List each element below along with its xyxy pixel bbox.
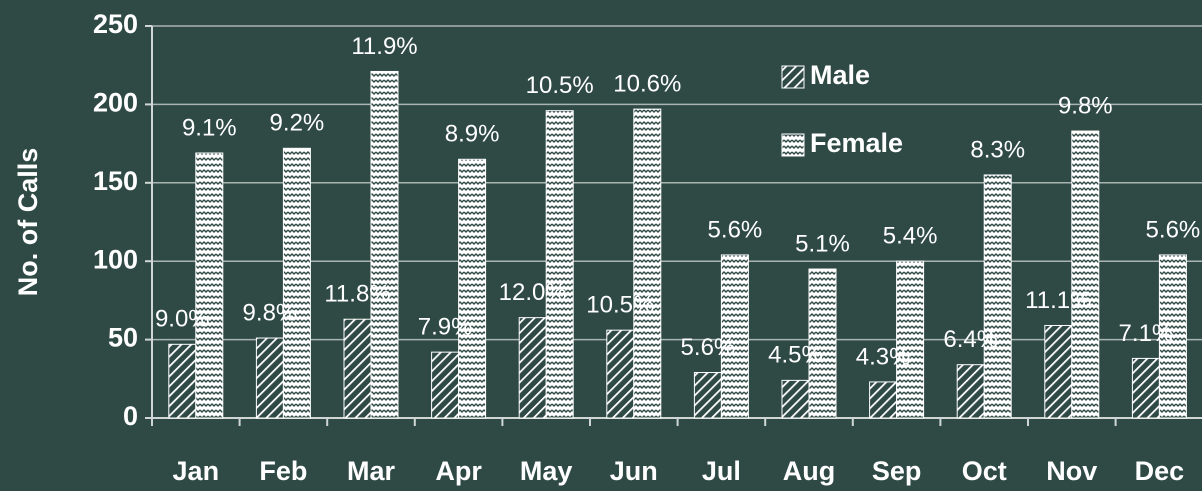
data-label: 10.5% <box>586 292 654 319</box>
data-label: 12.0% <box>499 279 567 306</box>
data-label: 5.1% <box>795 230 850 257</box>
data-label: 4.3% <box>856 343 911 370</box>
legend-label: Male <box>810 60 870 90</box>
bar <box>1131 357 1160 419</box>
y-tick-label: 150 <box>93 166 138 196</box>
bar <box>956 364 985 419</box>
data-label: 11.8% <box>324 281 390 308</box>
data-label: 8.3% <box>970 136 1025 163</box>
data-label: 5.6% <box>708 216 763 243</box>
y-tick-label: 50 <box>108 323 138 353</box>
data-label: 9.8% <box>1058 92 1113 119</box>
bar <box>255 337 284 419</box>
x-tick-label: Jun <box>610 456 658 486</box>
x-tick-label: Apr <box>435 456 482 486</box>
x-tick-label: Nov <box>1046 456 1097 486</box>
bar <box>693 372 722 419</box>
bar <box>370 70 399 419</box>
data-label: 9.8% <box>243 299 298 326</box>
bar <box>458 158 487 419</box>
data-label: 11.9% <box>351 33 417 60</box>
bar <box>343 318 372 419</box>
data-label: 8.9% <box>445 121 500 148</box>
bar <box>869 381 898 419</box>
data-label: 5.4% <box>883 223 938 250</box>
y-tick-label: 200 <box>93 88 138 118</box>
y-axis-label: No. of Calls <box>13 148 43 297</box>
x-tick-label: Feb <box>259 456 307 486</box>
x-tick-label: May <box>520 456 573 486</box>
data-label: 5.6% <box>1146 216 1201 243</box>
legend-swatch <box>781 133 805 157</box>
bar <box>1158 254 1187 419</box>
y-tick-label: 0 <box>123 401 138 431</box>
y-tick-label: 250 <box>93 9 138 39</box>
x-tick-label: Jan <box>173 456 220 486</box>
x-tick-label: Dec <box>1135 456 1185 486</box>
bar <box>808 268 837 419</box>
data-label: 10.5% <box>526 72 594 99</box>
bar <box>545 110 574 419</box>
x-tick-label: Aug <box>783 456 835 486</box>
data-label: 11.1% <box>1025 287 1091 314</box>
bar <box>606 329 635 419</box>
bar <box>983 174 1012 419</box>
x-tick-label: Sep <box>872 456 922 486</box>
bar <box>431 351 460 419</box>
data-label: 10.6% <box>613 70 681 97</box>
data-label: 7.9% <box>418 313 473 340</box>
bar <box>168 343 197 419</box>
data-label: 9.0% <box>155 306 210 333</box>
legend-swatch <box>781 65 805 89</box>
bar <box>1044 324 1073 419</box>
legend-label: Female <box>810 128 903 158</box>
data-label: 5.6% <box>681 334 736 361</box>
data-label: 9.1% <box>182 114 237 141</box>
data-label: 9.2% <box>270 110 325 137</box>
bar <box>195 152 224 419</box>
bar <box>720 254 749 419</box>
data-label: 6.4% <box>943 326 998 353</box>
bar <box>1071 130 1100 419</box>
x-tick-label: Oct <box>962 456 1007 486</box>
data-label: 4.5% <box>768 342 823 369</box>
bar <box>518 317 547 419</box>
bar <box>896 260 925 419</box>
y-tick-label: 100 <box>93 244 138 274</box>
x-tick-label: Mar <box>347 456 396 486</box>
bar <box>282 147 311 419</box>
data-label: 7.1% <box>1119 320 1174 347</box>
bar <box>633 108 662 419</box>
bar <box>781 379 810 419</box>
x-tick-label: Jul <box>702 456 741 486</box>
